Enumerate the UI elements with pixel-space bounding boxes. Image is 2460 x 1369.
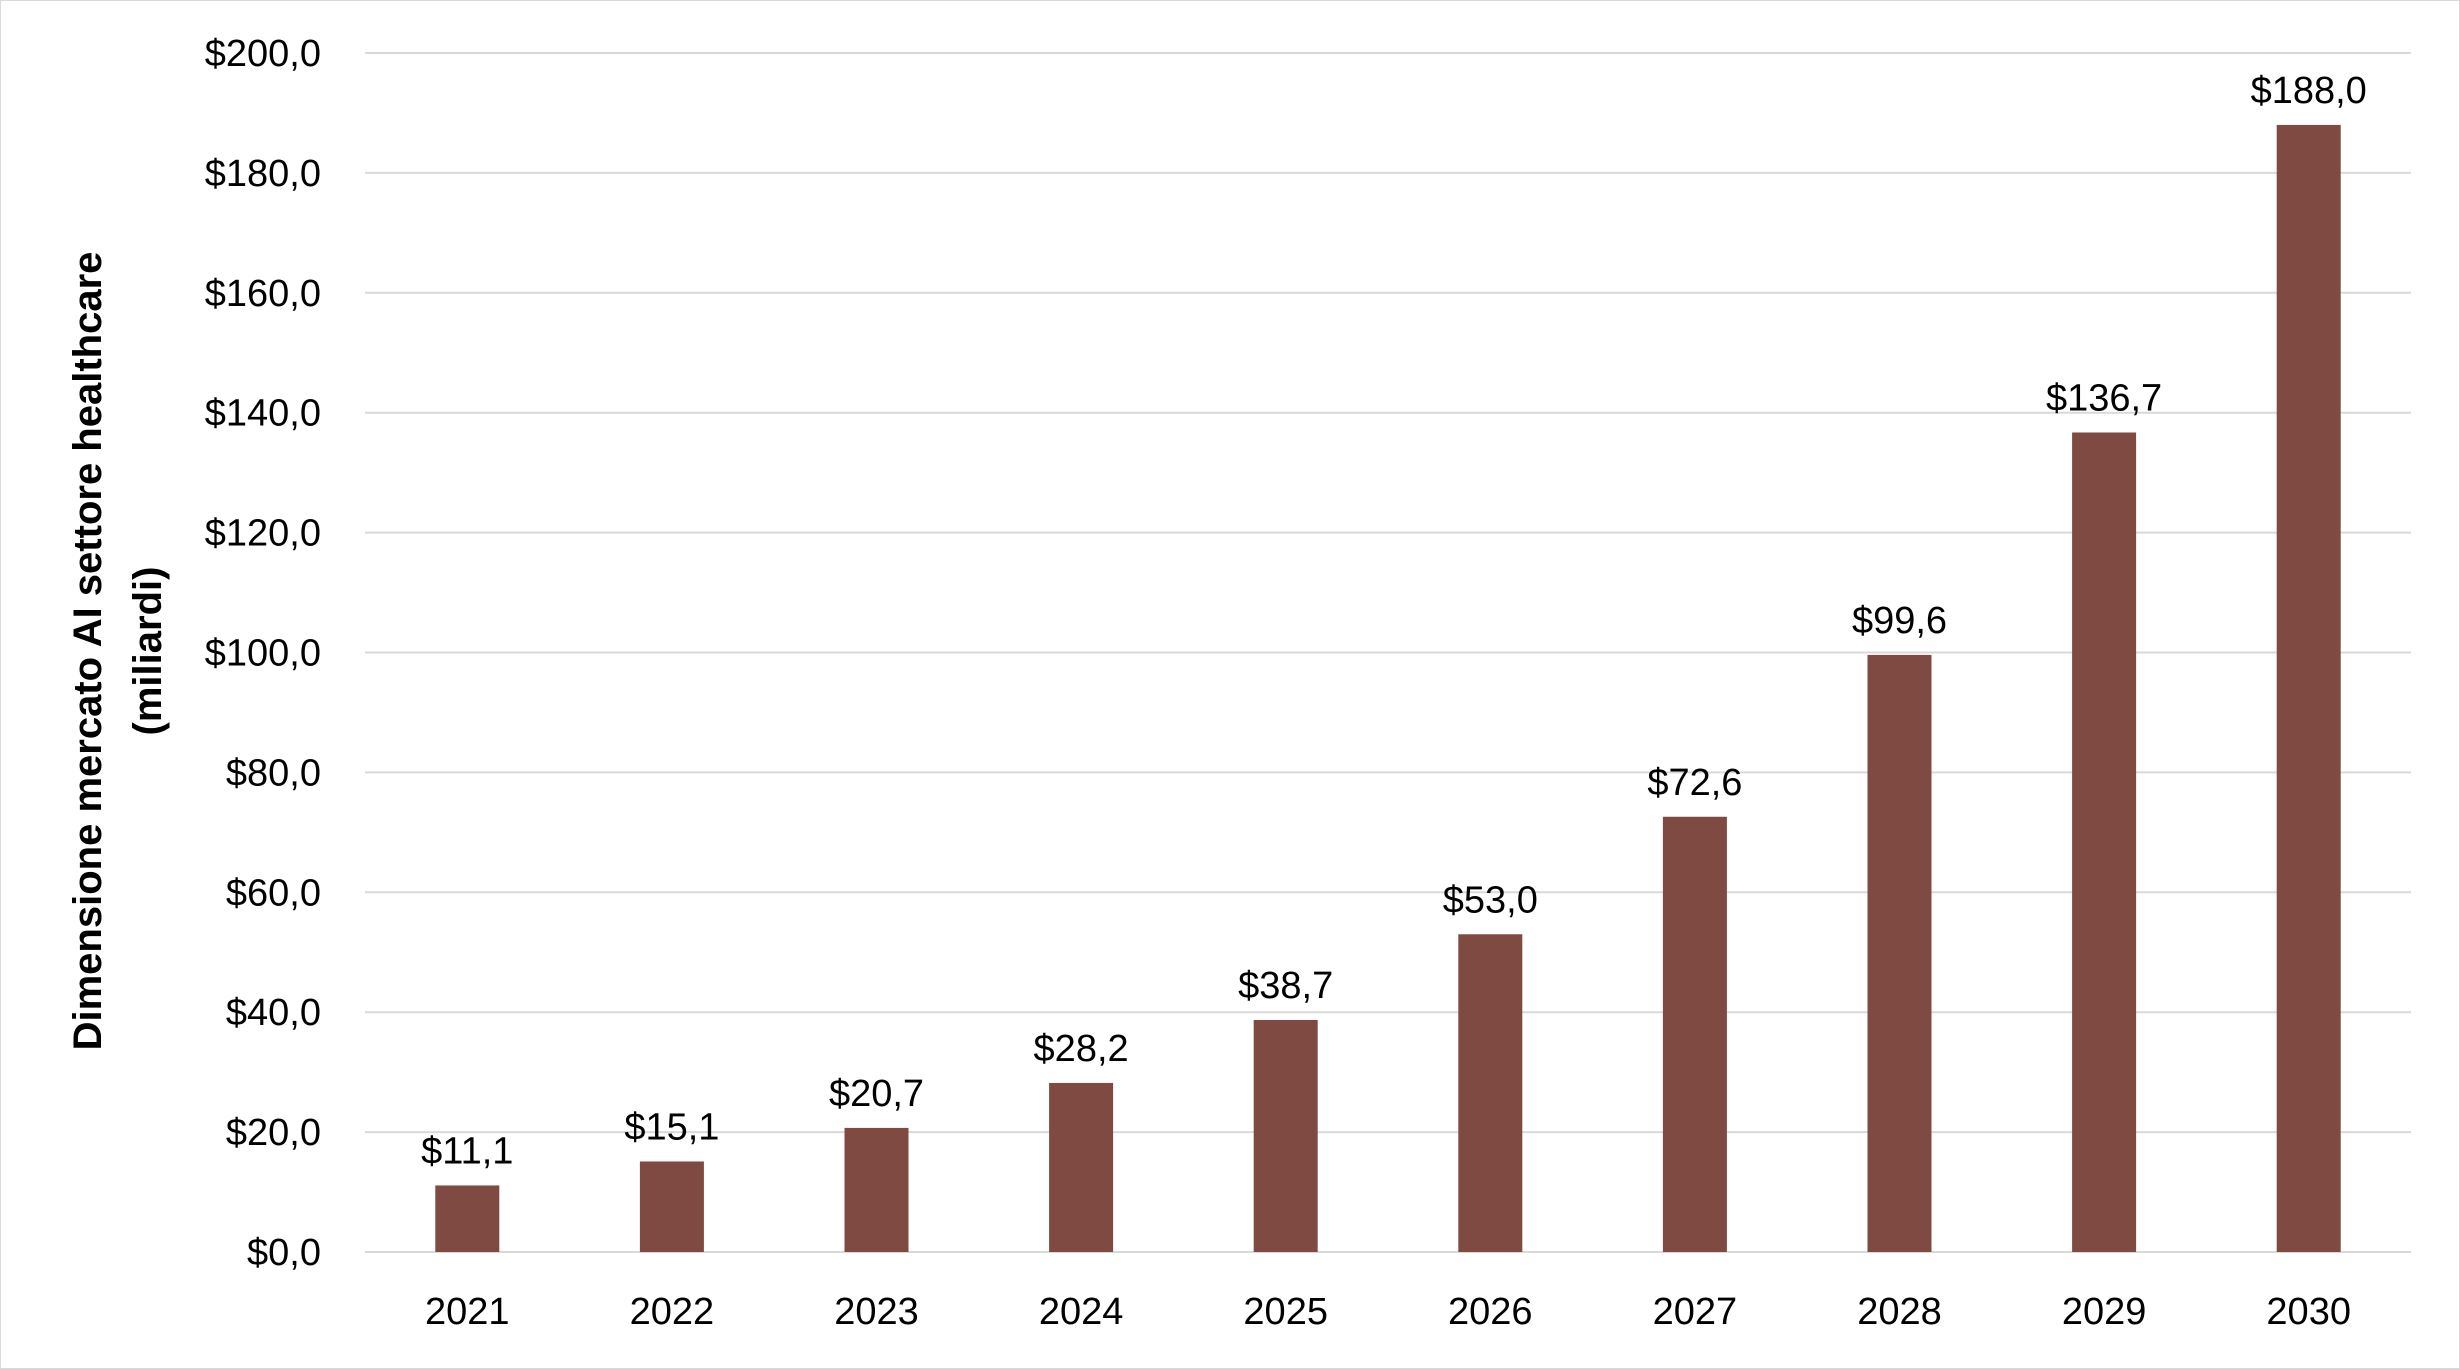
- bar-2028: [1867, 654, 1932, 1252]
- data-label-2028: $99,6: [1852, 600, 1947, 642]
- y-axis-title-line1: Dimensione mercato AI settore healthcare: [66, 252, 110, 1051]
- y-axis-title: Dimensione mercato AI settore healthcare…: [66, 252, 170, 1051]
- bar-2021: [435, 1185, 500, 1252]
- x-tick-label-2027: 2027: [1653, 1291, 1738, 1333]
- bar-2030: [2276, 124, 2341, 1253]
- bar-2027: [1662, 816, 1727, 1252]
- y-axis-tick-labels: $0,0 $20,0 $40,0 $60,0 $80,0 $100,0 $120,0 $140…: [205, 33, 321, 1274]
- data-label-2030: $188,0: [2251, 70, 2367, 112]
- gridlines: [365, 52, 2411, 1253]
- data-label-2023: $20,7: [829, 1073, 924, 1115]
- bar-2026: [1458, 934, 1523, 1252]
- bar-2022: [639, 1161, 704, 1252]
- y-tick-label: $180,0: [205, 153, 321, 195]
- y-tick-label: $20,0: [226, 1112, 321, 1154]
- bar-2023: [844, 1127, 909, 1252]
- y-tick-label: $100,0: [205, 633, 321, 675]
- bar-2025: [1253, 1019, 1318, 1252]
- bars: [435, 124, 2341, 1253]
- x-axis-tick-labels: 2021 2022 2023 2024 2025 2026 2027 2028 2029 2030: [425, 1291, 2351, 1333]
- x-tick-label-2022: 2022: [630, 1291, 715, 1333]
- data-labels: $11,1 $15,1 $20,7 $28,2 $38,7 $53,0 $72,6 $99,6…: [421, 70, 2367, 1173]
- data-label-2026: $53,0: [1443, 879, 1538, 921]
- x-tick-label-2021: 2021: [425, 1291, 510, 1333]
- y-tick-label: $0,0: [247, 1232, 321, 1274]
- data-label-2021: $11,1: [421, 1130, 513, 1172]
- data-label-2022: $15,1: [624, 1106, 719, 1148]
- data-label-2024: $28,2: [1034, 1028, 1129, 1070]
- x-tick-label-2026: 2026: [1448, 1291, 1533, 1333]
- bar-2029: [2072, 432, 2137, 1252]
- x-tick-label-2023: 2023: [834, 1291, 919, 1333]
- bar-2024: [1049, 1082, 1114, 1252]
- y-tick-label: $60,0: [226, 872, 321, 914]
- y-axis-title-line2: (miliardi): [126, 567, 170, 736]
- x-tick-label-2030: 2030: [2266, 1291, 2351, 1333]
- y-tick-label: $40,0: [226, 992, 321, 1034]
- x-tick-label-2028: 2028: [1857, 1291, 1942, 1333]
- x-tick-label-2024: 2024: [1039, 1291, 1124, 1333]
- x-tick-label-2025: 2025: [1243, 1291, 1328, 1333]
- data-label-2029: $136,7: [2046, 377, 2162, 419]
- y-tick-label: $80,0: [226, 752, 321, 794]
- data-label-2027: $72,6: [1647, 762, 1742, 804]
- y-tick-label: $120,0: [205, 513, 321, 555]
- x-tick-label-2029: 2029: [2062, 1291, 2147, 1333]
- y-tick-label: $200,0: [205, 33, 321, 75]
- y-tick-label: $160,0: [205, 273, 321, 315]
- y-tick-label: $140,0: [205, 393, 321, 435]
- data-label-2025: $38,7: [1238, 965, 1333, 1007]
